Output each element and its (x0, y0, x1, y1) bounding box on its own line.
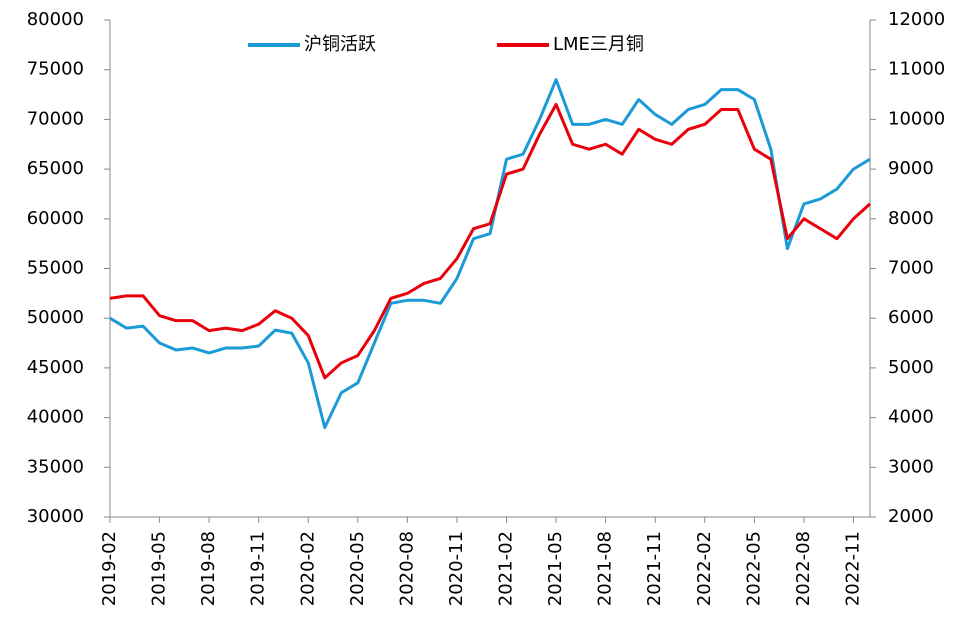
y2-tick-label: 9000 (888, 158, 934, 179)
x-tick-label: 2020-08 (396, 531, 417, 606)
x-tick-label: 2020-02 (297, 531, 318, 606)
y-tick-label: 55000 (27, 258, 84, 279)
x-tick-label: 2021-11 (644, 531, 665, 606)
x-tick-label: 2022-02 (694, 531, 715, 606)
x-tick-label: 2022-11 (842, 531, 863, 606)
x-tick-label: 2019-02 (99, 531, 120, 606)
y2-tick-label: 2000 (888, 506, 934, 527)
series-line (109, 102, 872, 380)
y2-tick-label: 11000 (888, 59, 945, 80)
y-tick-label: 35000 (27, 456, 84, 477)
y-tick-label: 75000 (27, 59, 84, 80)
x-tick-label: 2021-02 (496, 531, 517, 606)
x-tick-label: 2019-11 (248, 531, 269, 606)
x-tick-label: 2020-11 (446, 531, 467, 606)
y-tick-label: 30000 (27, 506, 84, 527)
x-tick-label: 2021-08 (595, 531, 616, 606)
y2-tick-label: 5000 (888, 357, 934, 378)
y2-tick-label: 3000 (888, 456, 934, 477)
y-tick-label: 70000 (27, 108, 84, 129)
y2-tick-label: 6000 (888, 307, 934, 328)
x-tick-label: 2019-08 (198, 531, 219, 606)
x-tick-label: 2022-05 (743, 531, 764, 606)
y2-tick-label: 12000 (888, 9, 945, 30)
y-tick-label: 80000 (27, 9, 84, 30)
y2-tick-label: 8000 (888, 208, 934, 229)
y-tick-label: 45000 (27, 357, 84, 378)
x-tick-label: 2019-05 (149, 531, 170, 606)
legend-label: 沪铜活跃 (304, 34, 376, 55)
y-tick-label: 65000 (27, 158, 84, 179)
x-tick-label: 2020-05 (347, 531, 368, 606)
y2-tick-label: 10000 (888, 108, 945, 129)
y-tick-label: 50000 (27, 307, 84, 328)
y-tick-label: 40000 (27, 407, 84, 428)
y-tick-label: 60000 (27, 208, 84, 229)
y2-tick-label: 4000 (888, 407, 934, 428)
series-line (109, 78, 871, 430)
x-tick-label: 2022-08 (793, 531, 814, 606)
x-tick-label: 2021-05 (545, 531, 566, 606)
legend-label: LME三月铜 (553, 34, 644, 55)
y2-tick-label: 7000 (888, 258, 934, 279)
